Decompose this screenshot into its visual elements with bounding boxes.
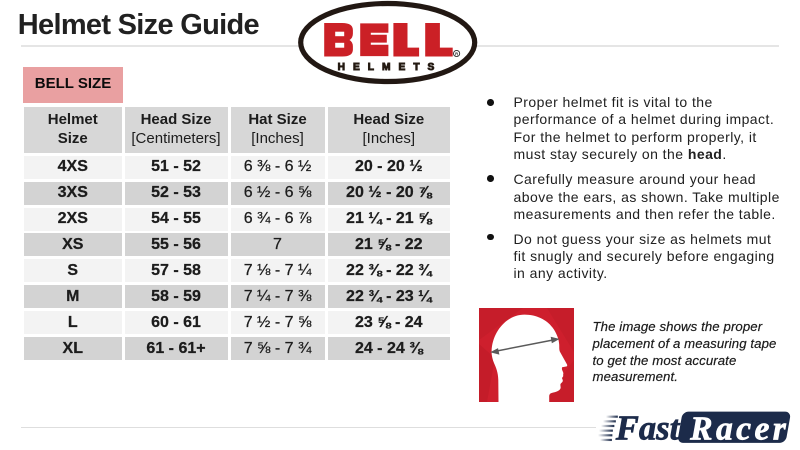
- svg-text:HELMETS: HELMETS: [338, 62, 443, 73]
- svg-text:R: R: [455, 51, 458, 56]
- svg-text:Fast: Fast: [615, 409, 681, 446]
- svg-text:Racer: Racer: [689, 410, 789, 446]
